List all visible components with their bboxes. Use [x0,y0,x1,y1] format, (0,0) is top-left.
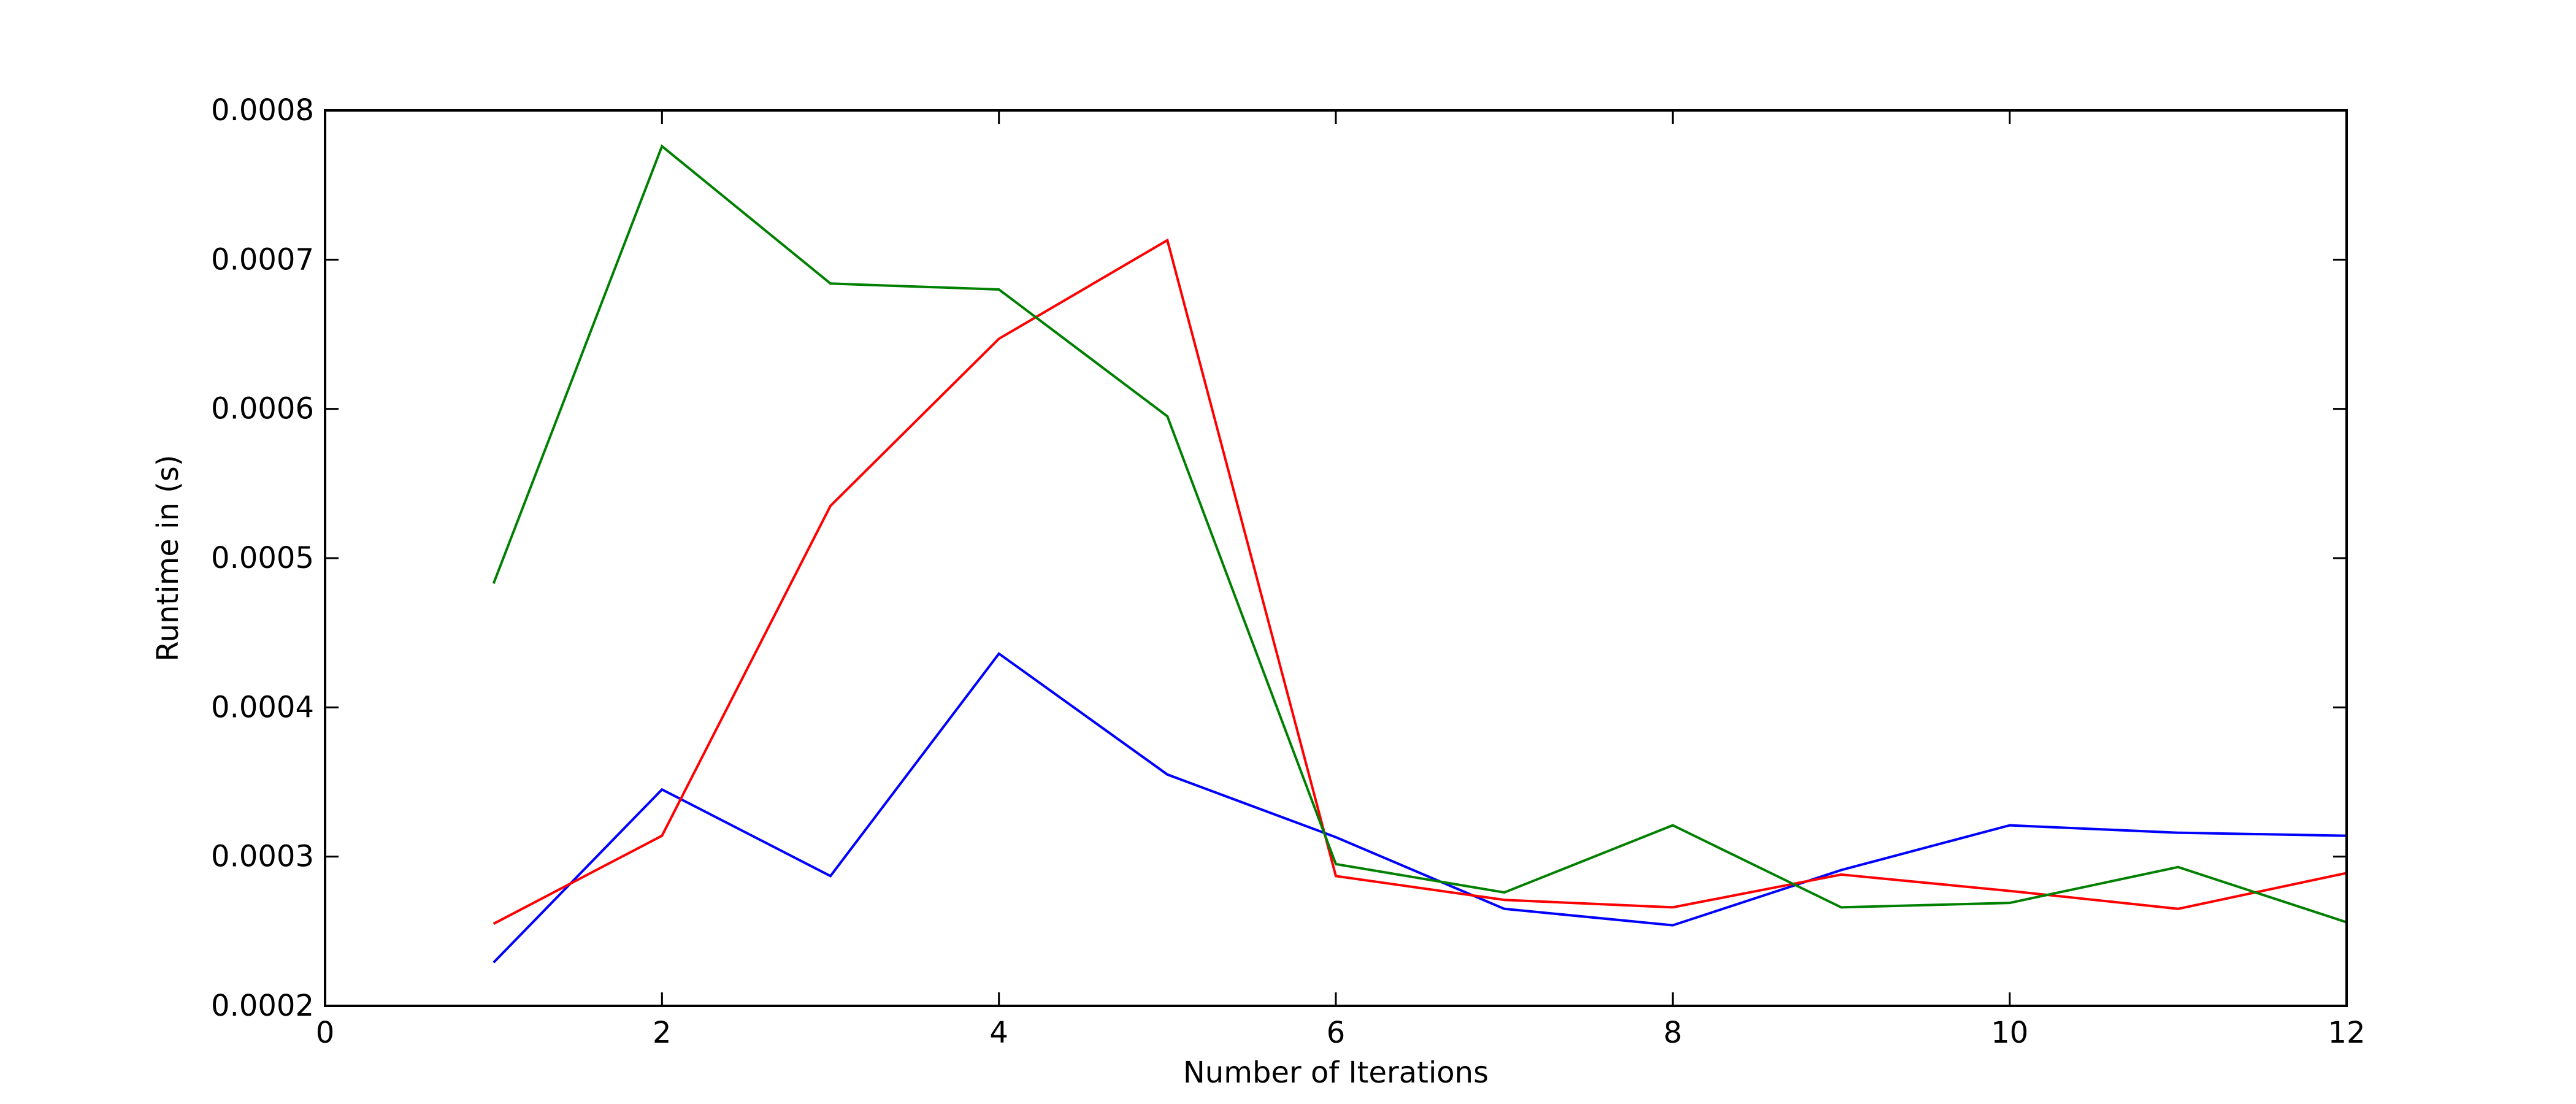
y-tick-label: 0.0005 [211,541,314,575]
tick-layer: 0 2 4 6 8 10 12 0.0002 0.0003 0.0004 0.0005 0.0006 0… [211,93,2365,1050]
y-tick-label: 0.0004 [211,690,314,724]
series-line-1 [493,651,2347,964]
x-tick-label: 12 [2328,1016,2365,1050]
series-line-2 [493,238,2347,925]
x-tick-label: 4 [989,1016,1008,1050]
x-tick-label: 0 [316,1016,335,1050]
y-tick-label: 0.0007 [211,242,314,277]
y-tick-label: 0.0002 [211,989,314,1023]
y-tick-label: 0.0003 [211,840,314,874]
x-tick-label: 6 [1327,1016,1346,1050]
y-axis-label: Runtime in (s) [151,454,185,661]
y-tick-label: 0.0006 [211,392,314,426]
x-tick-label: 10 [1991,1016,2028,1050]
x-axis-label: Number of Iterations [1183,1056,1489,1090]
x-tick-label: 8 [1663,1016,1682,1050]
y-tick-label: 0.0008 [211,93,314,128]
plot-frame [324,109,2348,1007]
series-line-3 [492,144,2347,924]
x-tick-label: 2 [653,1016,672,1050]
series-layer [492,144,2347,964]
